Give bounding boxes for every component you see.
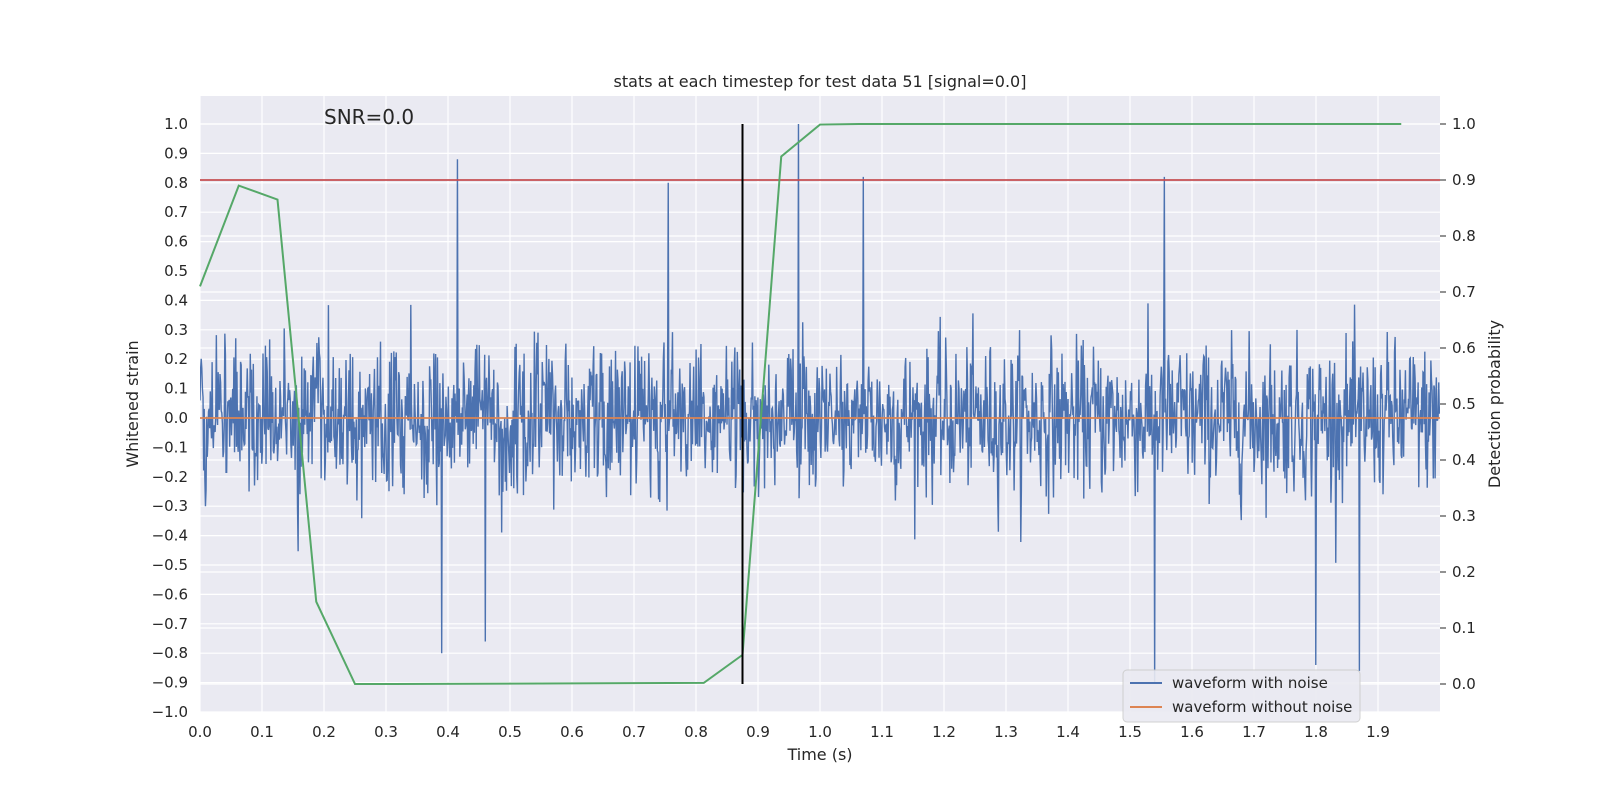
legend-box xyxy=(1122,669,1361,723)
y-right-tick-label: 0.1 xyxy=(1452,619,1476,637)
y-right-tick-label: 0.2 xyxy=(1452,563,1476,581)
y-right-tick-label: 0.7 xyxy=(1452,283,1476,301)
y-left-tick-label: 0.7 xyxy=(164,203,188,221)
y-left-tick-label: 0.4 xyxy=(164,291,188,309)
y-left-tick-label: 0.0 xyxy=(164,409,188,427)
y-left-tick-label: −0.3 xyxy=(152,497,188,515)
y-left-tick-label: −0.5 xyxy=(152,556,188,574)
legend-label-noise: waveform with noise xyxy=(1172,674,1328,692)
lines-layer xyxy=(199,123,1440,685)
y-right-tick-label: 0.0 xyxy=(1452,675,1476,693)
y-left-tick-label: −0.9 xyxy=(152,674,188,692)
y-left-tick-label: 0.8 xyxy=(164,174,188,192)
x-tick-label: 0.2 xyxy=(312,723,336,741)
x-tick-label: 0.6 xyxy=(560,723,584,741)
x-tick-label: 1.9 xyxy=(1366,723,1390,741)
x-tick-label: 1.5 xyxy=(1118,723,1142,741)
noise-series-layer xyxy=(200,123,1440,683)
y-axis-left-title: Whitened strain xyxy=(123,340,142,467)
y-left-tick-label: 0.2 xyxy=(164,350,188,368)
legend-label-clean: waveform without noise xyxy=(1172,698,1352,716)
y-right-tick-label: 0.8 xyxy=(1452,227,1476,245)
x-tick-label: 0.0 xyxy=(188,723,212,741)
x-tick-label: 0.8 xyxy=(684,723,708,741)
y-right-tick-label: 0.5 xyxy=(1452,395,1476,413)
legend: waveform with noise waveform without noi… xyxy=(1122,669,1361,723)
x-tick-label: 0.7 xyxy=(622,723,646,741)
y-left-tick-label: 1.0 xyxy=(164,115,188,133)
y-left-tick-label: −0.1 xyxy=(152,438,188,456)
y-right-tick-label: 0.3 xyxy=(1452,507,1476,525)
x-axis-title: Time (s) xyxy=(786,745,852,764)
x-tick-label: 1.7 xyxy=(1242,723,1266,741)
y-left-tick-label: 0.6 xyxy=(164,233,188,251)
y-left-tick-label: −0.8 xyxy=(152,644,188,662)
y-left-tick-label: −0.4 xyxy=(152,527,188,545)
chart-title: stats at each timestep for test data 51 … xyxy=(614,72,1027,91)
x-tick-label: 0.5 xyxy=(498,723,522,741)
x-tick-label: 0.9 xyxy=(746,723,770,741)
series-detection-probability xyxy=(199,123,1402,685)
x-tick-label: 1.2 xyxy=(932,723,956,741)
x-tick-label: 1.3 xyxy=(994,723,1018,741)
series-waveform-with-noise xyxy=(200,123,1440,683)
y-left-tick-label: −0.2 xyxy=(152,468,188,486)
x-tick-label: 1.4 xyxy=(1056,723,1080,741)
snr-annotation: SNR=0.0 xyxy=(324,105,414,129)
y-left-tick-label: 0.5 xyxy=(164,262,188,280)
y-right-tick-label: 0.9 xyxy=(1452,171,1476,189)
x-tick-label: 0.4 xyxy=(436,723,460,741)
y-left-tick-label: −0.7 xyxy=(152,615,188,633)
x-tick-label: 0.3 xyxy=(374,723,398,741)
y-left-tick-label: −1.0 xyxy=(152,703,188,721)
y-right-tick-label: 0.4 xyxy=(1452,451,1476,469)
y-left-tick-label: 0.1 xyxy=(164,380,188,398)
x-tick-label: 1.6 xyxy=(1180,723,1204,741)
x-tick-label: 1.8 xyxy=(1304,723,1328,741)
y-right-tick-label: 0.6 xyxy=(1452,339,1476,357)
y-left-tick-label: 0.9 xyxy=(164,144,188,162)
ticks-layer: 0.0 0.1 0.2 0.3 0.4 0.5 0.6 0.7 0.8 0.9 1.0 1.1 1.2 1… xyxy=(152,115,1476,741)
x-tick-label: 0.1 xyxy=(250,723,274,741)
y-left-tick-label: 0.3 xyxy=(164,321,188,339)
y-right-tick-label: 1.0 xyxy=(1452,115,1476,133)
x-tick-label: 1.0 xyxy=(808,723,832,741)
x-tick-label: 1.1 xyxy=(870,723,894,741)
y-axis-right-title: Detection probability xyxy=(1485,320,1504,488)
y-left-tick-label: −0.6 xyxy=(152,585,188,603)
